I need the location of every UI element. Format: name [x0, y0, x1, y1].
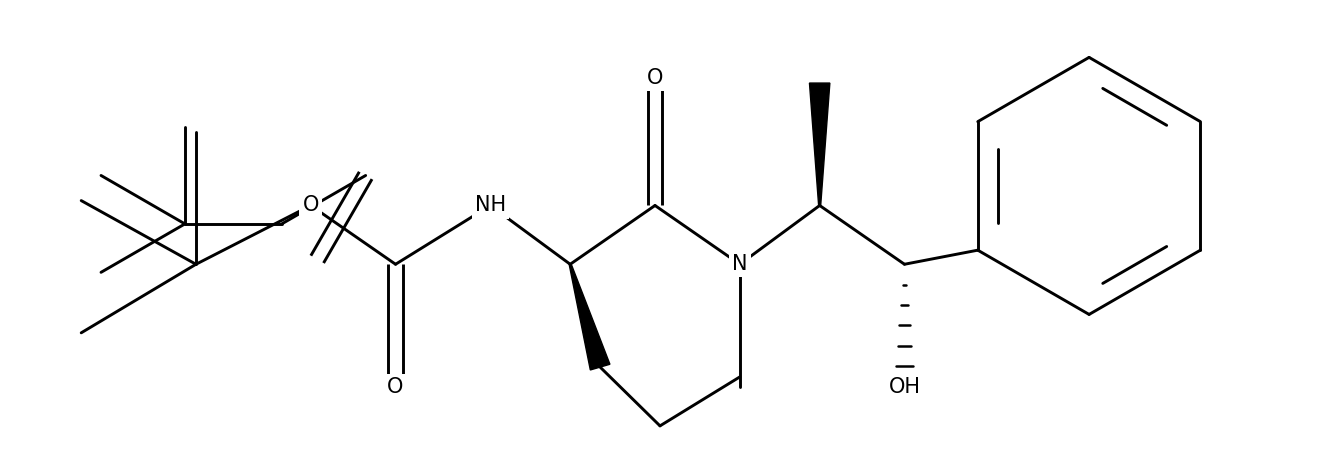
Text: O: O — [647, 68, 663, 88]
Text: N: N — [731, 254, 747, 274]
Text: NH: NH — [474, 196, 506, 216]
Text: O: O — [387, 376, 403, 397]
Text: OH: OH — [888, 376, 920, 397]
Text: O: O — [303, 196, 319, 216]
Polygon shape — [569, 264, 610, 370]
Polygon shape — [809, 83, 830, 206]
